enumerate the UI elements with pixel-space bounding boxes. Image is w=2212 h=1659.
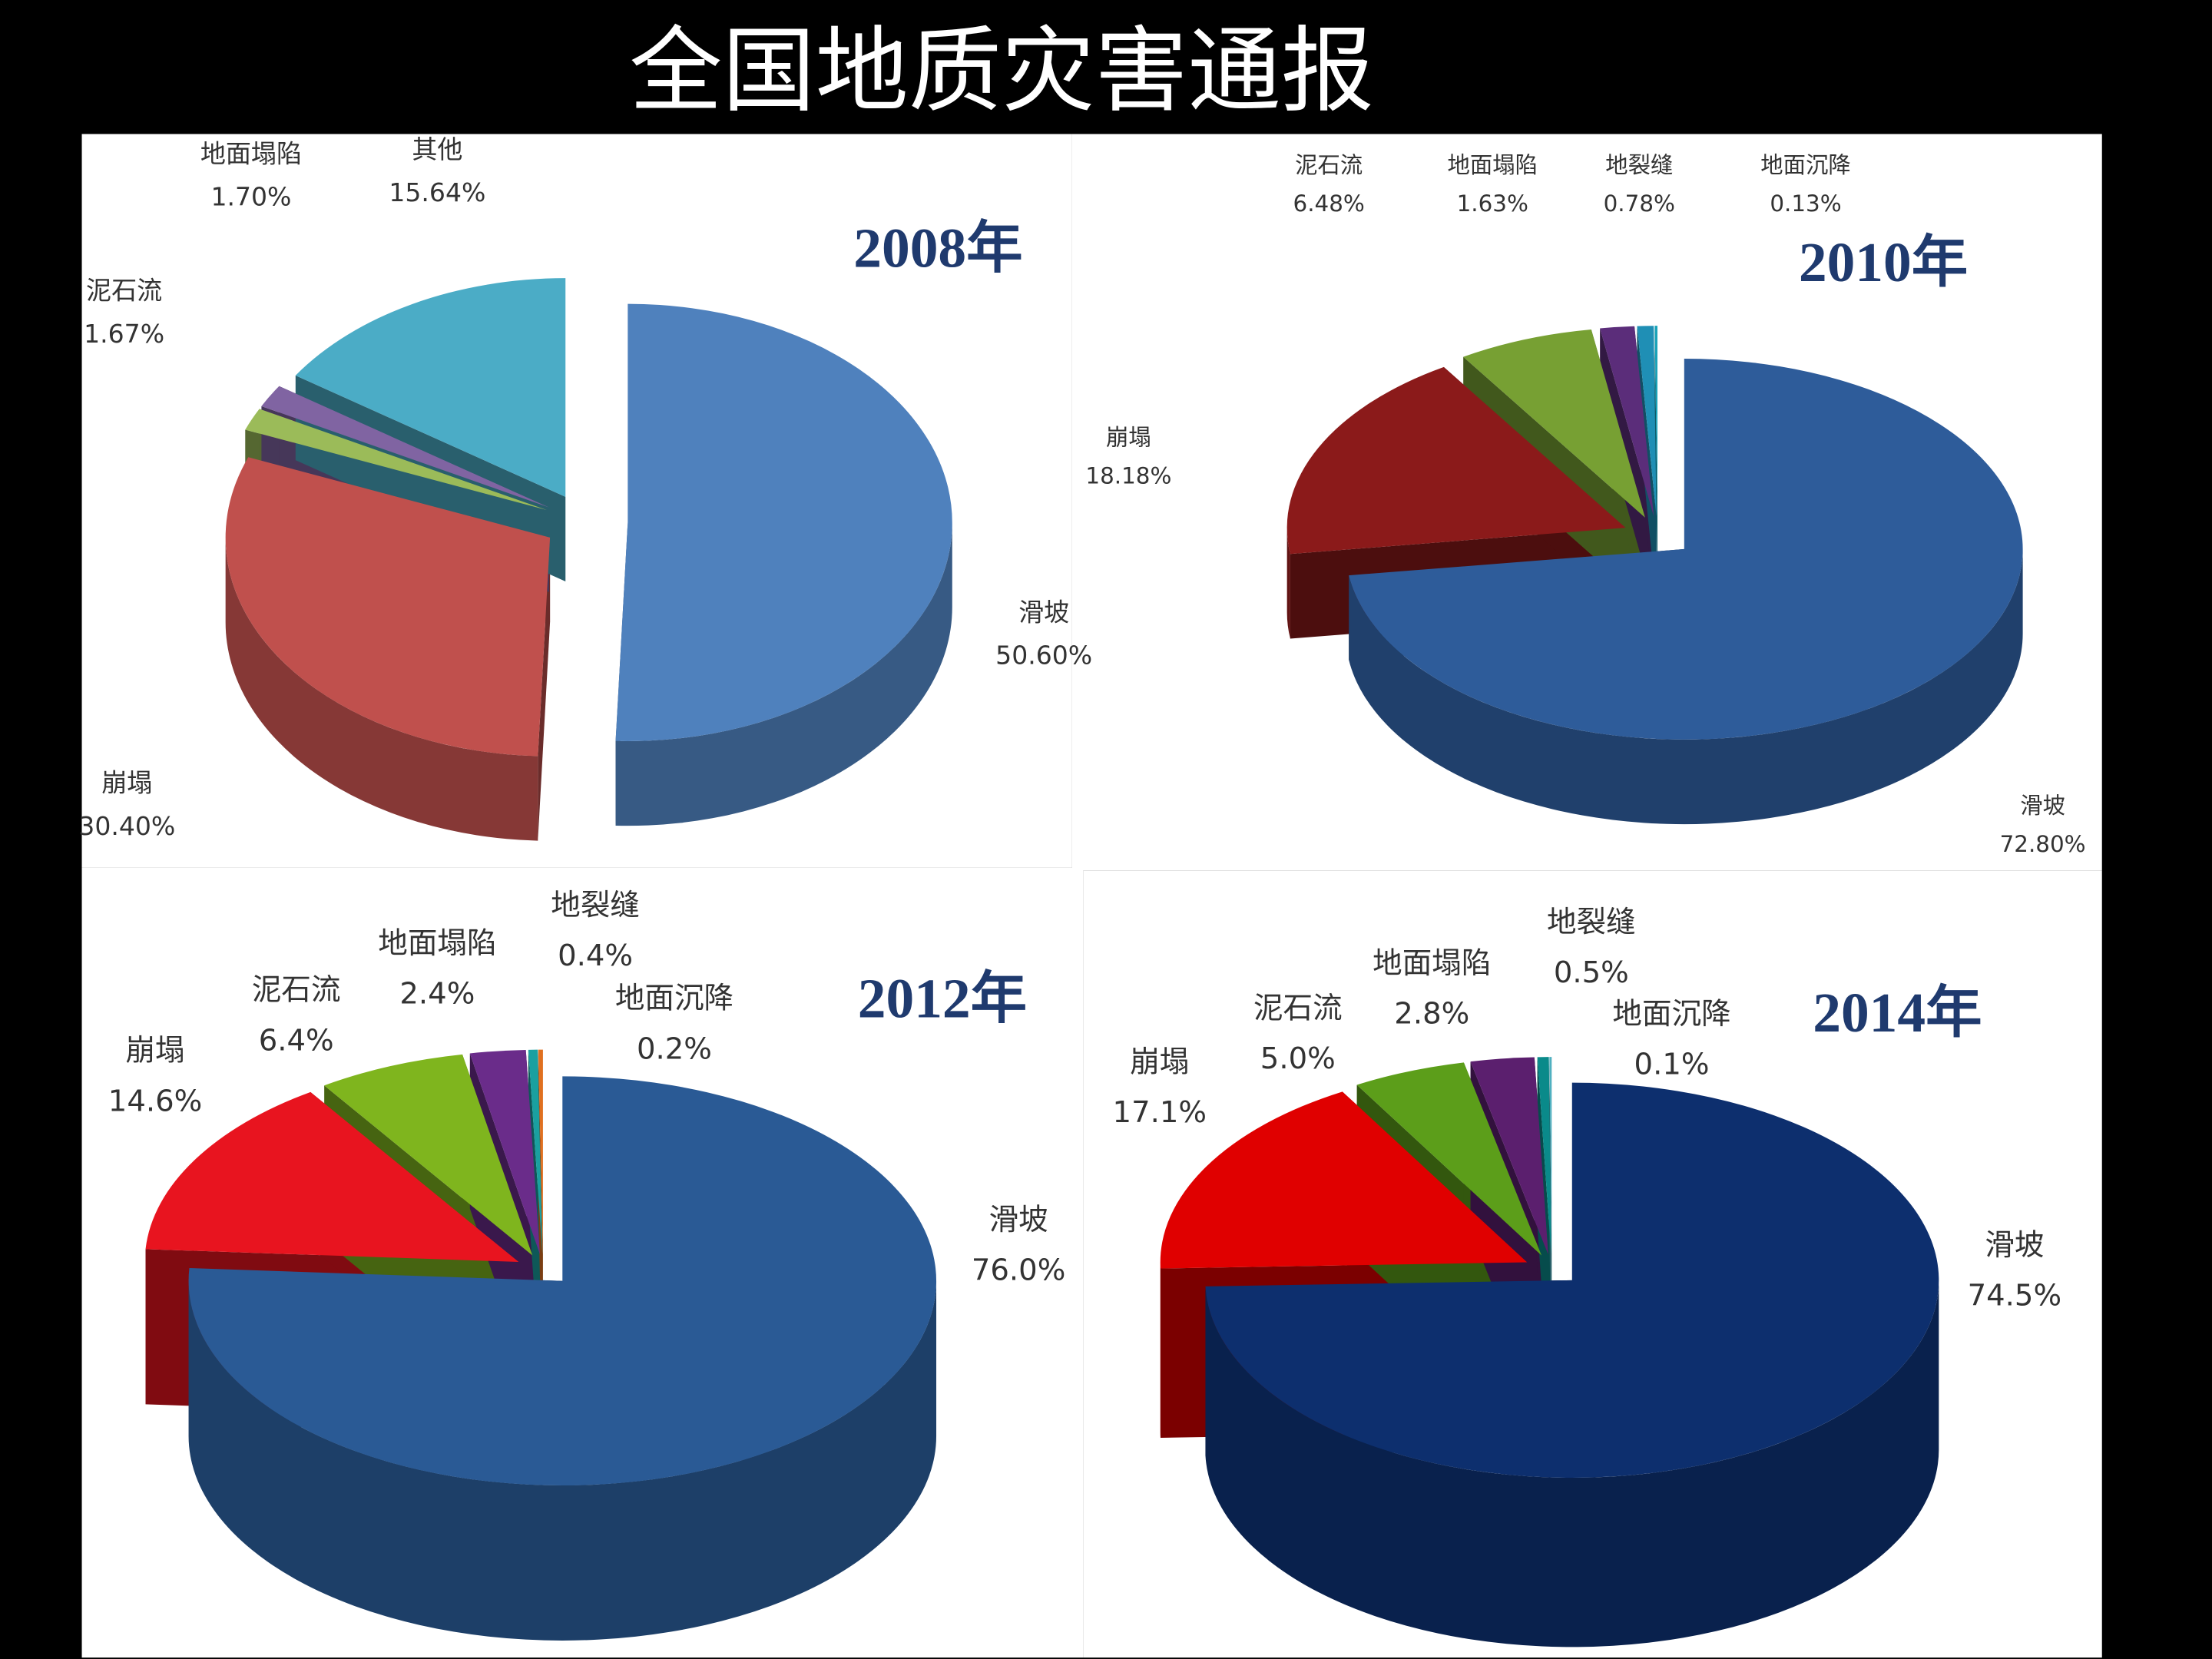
chart-title: 2008年 [853,217,1022,279]
slice-label: 地裂缝 [551,889,640,923]
pie-slice [1356,1062,1542,1256]
pie-slice [324,1054,533,1256]
pie-slice [225,457,551,757]
slice-label: 地面沉降 [1612,997,1730,1031]
pie-slice [1349,358,2023,740]
pie-slice [1286,366,1626,555]
slice-value-label: 0.78% [1604,190,1675,217]
pie-slice [145,1091,519,1263]
pie-slice [1205,1082,1939,1478]
slice-side [1205,1280,1939,1647]
chart-title: 2014年 [1813,982,1982,1044]
slice-label: 泥石流 [1253,992,1343,1026]
pie-slice [1600,326,1654,517]
slice-side [615,522,952,826]
pie-slice [1549,1057,1552,1255]
slice-label: 滑坡 [2020,793,2065,819]
pie-slice [1654,326,1657,517]
slice-value-label: 6.4% [259,1023,334,1058]
slice-value-label: 74.5% [1968,1279,2062,1313]
slice-label: 崩塌 [125,1034,184,1068]
slice-value-label: 1.63% [1457,190,1528,217]
slice-value-label: 0.2% [637,1031,712,1066]
pie-slice [1463,329,1645,518]
slice-cut [1654,326,1657,601]
slice-label: 地裂缝 [1605,152,1673,178]
slice-value-label: 72.80% [2000,831,2086,857]
slice-label: 其他 [412,134,462,164]
slice-value-label: 6.48% [1293,190,1365,217]
slice-value-label: 1.70% [210,182,291,212]
slice-value-label: 50.60% [995,641,1092,671]
slice-side [188,1280,937,1641]
slice-value-label: 0.4% [558,939,633,973]
slice-label: 泥石流 [86,276,162,306]
slice-value-label: 0.13% [1770,190,1841,217]
pie-slice [261,386,549,508]
slice-label: 地面塌陷 [1373,946,1491,981]
slice-label: 滑坡 [989,1203,1048,1237]
slice-label: 崩塌 [101,768,152,798]
pie-slice [528,1049,543,1254]
page-title: 全国地质灾害通报 [629,16,1374,125]
pie-slice [538,1049,543,1254]
slice-label: 地面沉降 [615,982,733,1016]
pie-slice [469,1049,540,1255]
pie-slice [1470,1057,1548,1255]
slice-label: 地面沉降 [1760,152,1851,178]
slice-label: 崩塌 [1106,425,1151,451]
slice-value-label: 2.4% [399,977,475,1012]
slice-label: 泥石流 [252,973,341,1008]
slice-side [1349,548,2023,825]
slice-label: 泥石流 [1295,152,1363,178]
pie-slice [188,1076,937,1486]
slice-value-label: 15.64% [389,177,485,207]
slice-value-label: 18.18% [1085,463,1171,489]
chart-title: 2012年 [858,968,1027,1030]
pie-slice [1160,1091,1528,1269]
slice-label: 滑坡 [1018,597,1069,627]
slice-value-label: 0.5% [1554,955,1629,990]
slice-side [225,537,538,841]
chart-title: 2010年 [1799,231,1968,293]
slice-label: 崩塌 [1130,1045,1189,1079]
slice-value-label: 76.0% [972,1253,1066,1288]
slice-label: 地面塌陷 [378,926,496,961]
slice-side [1286,528,1290,639]
slice-value-label: 5.0% [1260,1041,1336,1076]
slice-value-label: 1.67% [84,319,164,349]
slice-label: 滑坡 [1985,1228,2044,1263]
slice-value-label: 14.6% [108,1084,203,1118]
slice-value-label: 30.40% [78,811,175,841]
pie-slice [1637,326,1657,517]
pie-slice [245,409,548,511]
slice-label: 地面塌陷 [1448,152,1538,178]
slice-label: 地裂缝 [1547,906,1636,940]
slice-value-label: 17.1% [1113,1095,1207,1130]
pie-slice [615,303,952,741]
slice-value-label: 2.8% [1394,996,1469,1031]
pie-slice [1537,1057,1551,1255]
slice-value-label: 0.1% [1634,1048,1710,1082]
slice-label: 地面塌陷 [200,139,302,169]
pie-slice [295,278,566,497]
